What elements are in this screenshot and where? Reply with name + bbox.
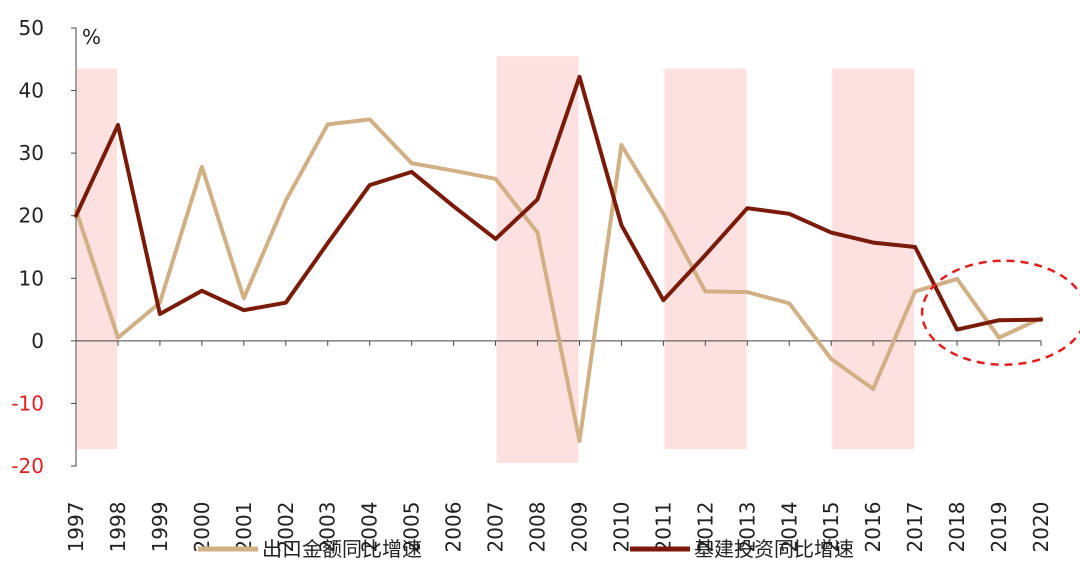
x-tick-label: 2013 — [735, 502, 759, 553]
x-tick-label: 1999 — [148, 502, 172, 553]
x-tick-label: 2017 — [903, 502, 927, 553]
x-tick-label: 2004 — [358, 502, 382, 553]
x-tick-label: 2002 — [274, 502, 298, 553]
legend: 出口金额同比增速 基建投资同比增速 — [198, 537, 854, 561]
x-tick-label: 2001 — [232, 502, 256, 553]
x-tick-label: 2015 — [819, 502, 843, 553]
x-axis-ticks: 1997 1998 1999 2000 2001 2002 2003 2004 2005 2006… — [64, 502, 1053, 553]
x-tick-label: 2009 — [567, 502, 591, 553]
annotation-layer — [920, 259, 1080, 366]
x-tick-label: 2018 — [945, 502, 969, 553]
shaded-period-3 — [664, 68, 747, 450]
x-tick-label: 1997 — [64, 502, 88, 553]
y-tick-label: 50 — [19, 16, 44, 40]
x-tick-label: 2016 — [861, 502, 885, 553]
y-axis-unit-label: % — [82, 25, 101, 49]
shaded-periods — [77, 56, 915, 463]
x-tick-label: 1998 — [106, 502, 130, 553]
x-tick-label: 2011 — [651, 502, 675, 553]
series-line-1 — [74, 117, 1043, 443]
x-tick-label: 2020 — [1029, 502, 1053, 553]
y-axis-ticks: 50 40 30 20 10 0 -10 -20 — [11, 16, 76, 478]
x-tick-label: 2007 — [484, 502, 508, 553]
legend-label-2: 基建投资同比增速 — [694, 537, 854, 561]
x-tick-label: 2003 — [316, 502, 340, 553]
y-tick-label: -10 — [11, 391, 44, 415]
shaded-period-4 — [832, 68, 915, 450]
series-line-2 — [74, 74, 1043, 332]
x-tick-label: 2008 — [526, 502, 550, 553]
shaded-period-1 — [77, 68, 117, 450]
series-lines — [74, 74, 1043, 443]
x-tick-label: 2000 — [190, 502, 214, 553]
annotation-ellipse — [920, 259, 1080, 366]
x-tick-label: 2010 — [609, 502, 633, 553]
y-tick-label: 10 — [19, 266, 44, 290]
x-tick-label: 2019 — [987, 502, 1011, 553]
legend-label-1: 出口金额同比增速 — [262, 537, 422, 561]
y-tick-label: 0 — [31, 329, 44, 353]
x-tick-label: 2005 — [400, 502, 424, 553]
y-tick-label: 40 — [19, 79, 44, 103]
x-tick-label: 2012 — [693, 502, 717, 553]
x-tick-label: 2006 — [442, 502, 466, 553]
y-tick-label: -20 — [11, 454, 44, 478]
x-tick-label: 2014 — [777, 502, 801, 553]
y-tick-label: 30 — [19, 141, 44, 165]
y-tick-label: 20 — [19, 204, 44, 228]
